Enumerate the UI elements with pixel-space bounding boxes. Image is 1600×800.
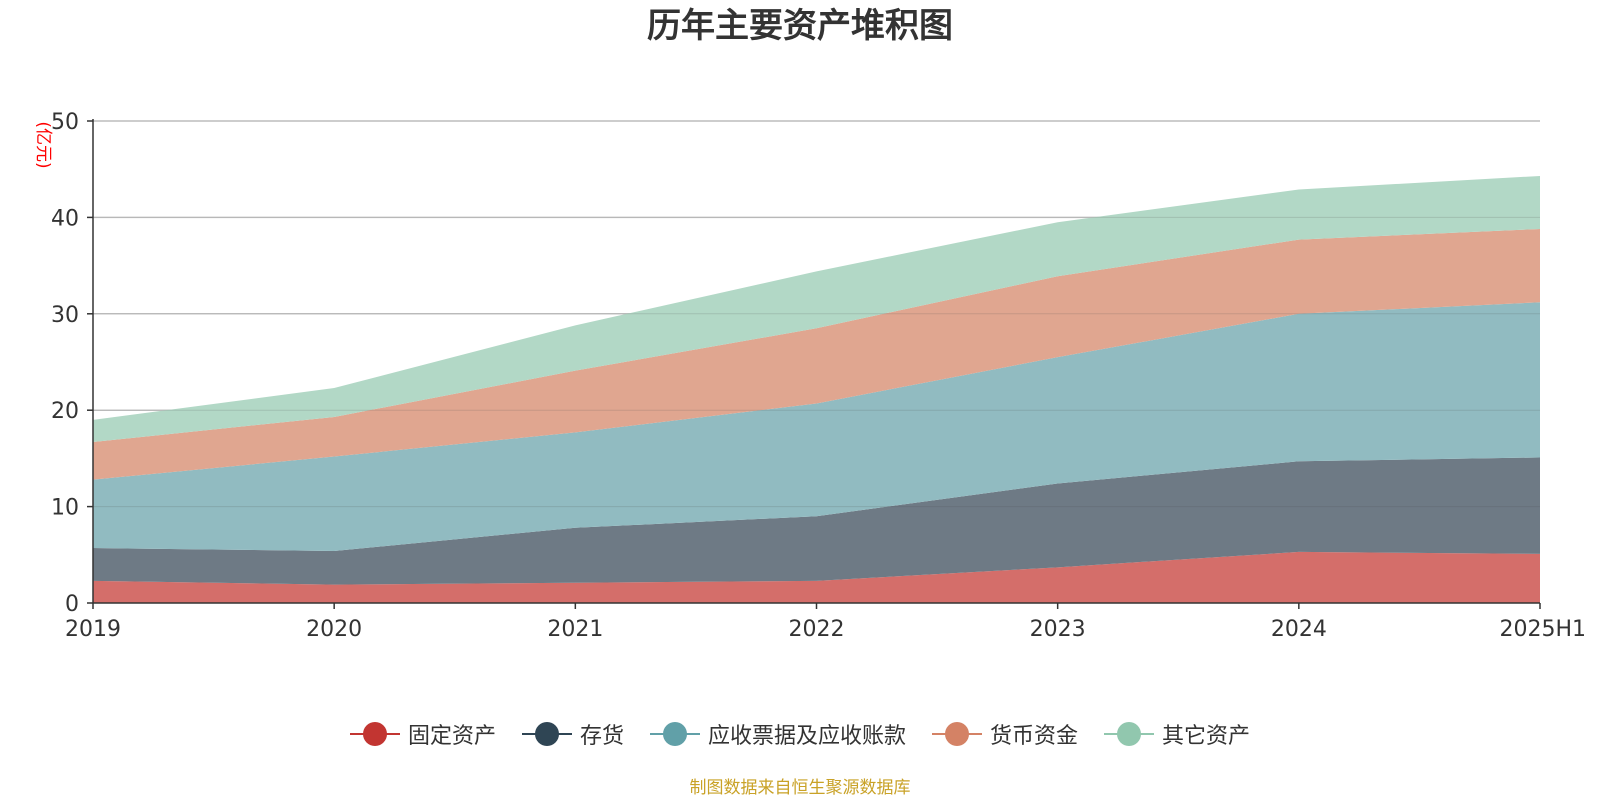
x-tick-label: 2024 xyxy=(1271,617,1327,642)
x-tick-label: 2025H1 xyxy=(1499,617,1586,642)
legend-dot xyxy=(945,722,969,746)
area-series-4 xyxy=(93,228,1540,480)
legend-item-4[interactable]: 货币资金 xyxy=(932,718,1078,750)
y-tick-label: 10 xyxy=(51,496,79,521)
legend-item-5[interactable]: 其它资产 xyxy=(1104,718,1250,750)
legend-swatch xyxy=(1104,722,1155,746)
legend-label: 应收票据及应收账款 xyxy=(707,724,906,749)
legend-dot xyxy=(534,722,559,746)
legend-dot xyxy=(362,722,387,746)
chart-title: 历年主要资产堆积图 xyxy=(647,6,953,46)
x-tick-label: 2021 xyxy=(547,617,603,642)
legend-dot xyxy=(662,722,687,746)
legend-swatch xyxy=(349,722,400,746)
legend-swatch xyxy=(932,722,982,746)
y-axis-unit-label: (亿元) xyxy=(33,121,53,168)
legend-item-3[interactable]: 应收票据及应收账款 xyxy=(649,718,906,750)
x-tick-label: 2022 xyxy=(789,617,845,642)
legend-swatch xyxy=(521,722,572,746)
area-series-2 xyxy=(93,457,1540,585)
x-tick-label: 2019 xyxy=(65,617,121,642)
legend-dot xyxy=(1117,722,1142,746)
y-tick-label: 50 xyxy=(51,110,79,135)
stacked-area-chart: 0 10 20 30 40 50 2019 2020 2021 2022 2023 2024 2025H… xyxy=(33,110,1586,642)
x-tick-label: 2020 xyxy=(306,617,362,642)
legend-label: 固定资产 xyxy=(407,724,496,749)
legend-label: 其它资产 xyxy=(1162,724,1251,749)
y-tick-label: 30 xyxy=(51,303,79,328)
y-tick-label: 20 xyxy=(51,399,79,424)
legend-item-2[interactable]: 存货 xyxy=(521,718,624,750)
y-tick-label: 40 xyxy=(51,206,79,231)
area-series-1 xyxy=(93,551,1540,603)
chart-legend: 固定资产 存货 应收票据及应收账款 货币资金 其它资产 xyxy=(0,718,1600,750)
legend-item-1[interactable]: 固定资产 xyxy=(349,718,496,750)
area-series-3 xyxy=(93,302,1540,551)
x-tick-label: 2023 xyxy=(1030,617,1086,642)
legend-label: 货币资金 xyxy=(990,724,1079,749)
legend-label: 存货 xyxy=(579,724,624,749)
y-tick-label: 0 xyxy=(65,592,79,617)
area-series-5 xyxy=(93,175,1540,443)
source-note: 制图数据来自恒生聚源数据库 xyxy=(689,778,911,798)
legend-swatch xyxy=(649,722,700,746)
